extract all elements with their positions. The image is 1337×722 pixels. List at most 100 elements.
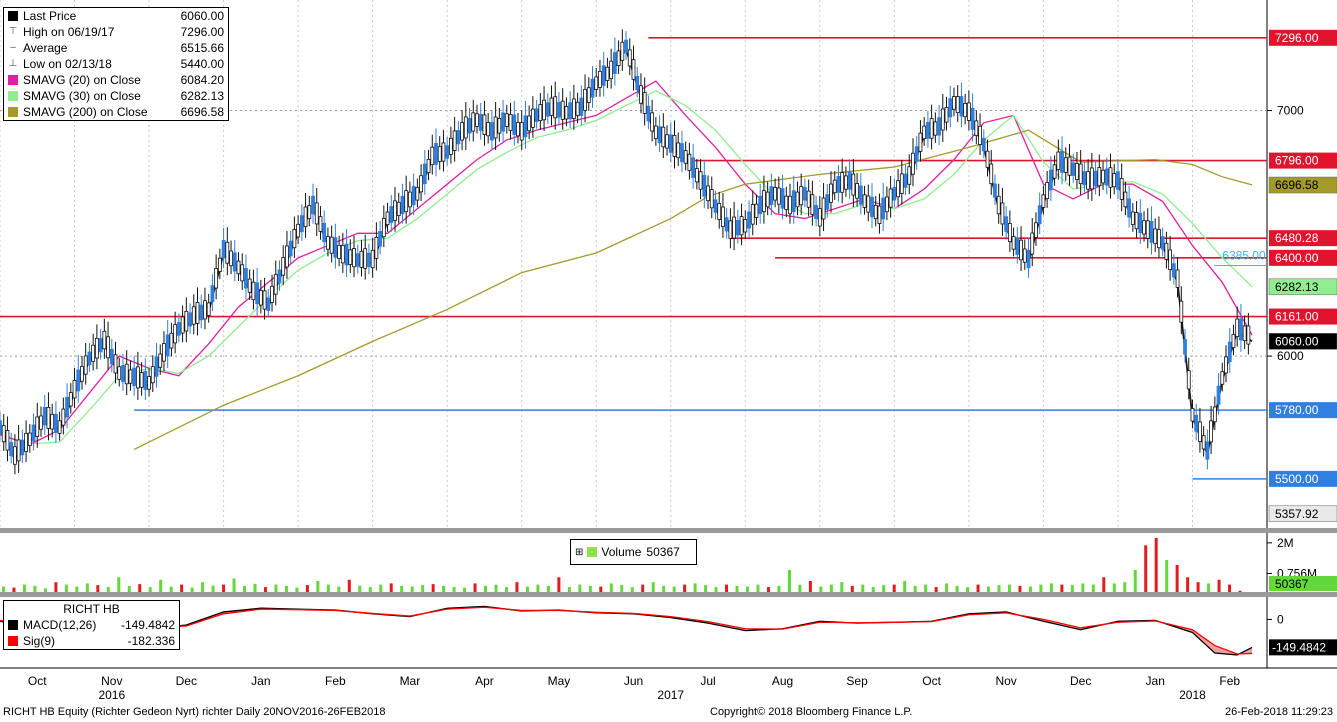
price-candle-body [251,281,256,301]
price-candle-body [512,114,517,135]
volume-bar [1081,583,1085,592]
price-level-tag [1269,470,1337,487]
price-candle-body [5,430,10,451]
price-candle-body [598,70,602,88]
price-candle-body [1179,300,1184,323]
volume-bar [2,586,5,592]
volume-bar [704,585,708,592]
volume-bar [201,582,205,592]
volume-bar [567,587,571,592]
price-legend-label: Low on 02/13/18 [23,57,112,71]
price-candle-body [527,115,532,132]
price-candle-body [210,285,215,303]
price-candle-body [426,158,431,174]
volume-bar [421,585,425,592]
price-level-label: 5780.00 [1275,403,1319,417]
price-candle-body [355,253,360,267]
x-year-label: 2018 [1179,688,1206,702]
price-candle-body [106,336,110,359]
x-month-label: Jun [624,674,643,688]
volume-bar [1060,584,1064,592]
price-candle-body [1026,249,1031,269]
volume-bar [966,587,970,592]
price-candle-body [765,191,770,208]
price-candle-body [1216,385,1221,405]
volume-legend[interactable]: ⊞ Volume 50367 [570,539,697,565]
volume-bar [525,586,529,592]
price-candle-body [1130,211,1135,226]
price-candle-body [1045,182,1050,200]
price-candle-body [180,316,185,334]
price-candle-body [486,122,491,137]
price-candle-body [493,116,498,139]
volume-bar [725,584,729,592]
price-candle-body [1015,237,1020,255]
footer-copyright: Copyright© 2018 Bloomberg Finance L.P. [710,706,913,718]
price-candle-body [1242,325,1247,342]
price-candle-body [847,171,852,190]
price-candle-body [1142,220,1146,235]
expand-icon[interactable]: ⊞ [575,546,584,558]
x-month-label: Apr [475,674,494,688]
price-legend-swatch-icon [8,75,18,85]
volume-bar [987,586,991,592]
price-candle-body [985,150,990,168]
price-tick-label: 6000 [1277,349,1304,363]
price-candle-body [601,65,606,86]
price-candle-body [348,249,353,265]
price-candle-body [501,112,505,132]
price-candle-body [568,102,573,120]
macd-series-line [0,606,1253,655]
price-candle-body [993,183,997,198]
price-candle-body [836,175,841,193]
price-candle-body [545,102,550,117]
volume-bar [672,586,676,592]
volume-bar [148,587,152,592]
price-candle-body [452,130,457,151]
price-candle-body [747,211,751,229]
side-value-label: 6282.13 [1275,280,1319,294]
price-candle-body [206,302,211,316]
volume-bar [808,580,812,592]
price-candle-body [1116,171,1120,190]
price-candle-body [885,196,889,213]
volume-bar [54,582,58,592]
price-candle-body [519,122,524,141]
volume-bar [1217,579,1221,592]
price-candle-body [385,211,390,226]
panel-separator [0,528,1337,533]
volume-bar [305,585,309,592]
volume-bar [651,582,655,592]
price-candle-body [463,116,468,139]
price-candle-body [61,408,66,426]
volume-bar [641,584,645,592]
price-candle-body [907,166,912,185]
price-candle-body [150,366,155,384]
price-candle-body [1067,156,1072,176]
price-candle-body [121,365,125,382]
side-value-tag [1268,505,1337,523]
volume-bar [96,585,100,592]
price-level-tag [1269,29,1337,46]
volume-bar [368,587,372,592]
price-candle-body [735,219,740,236]
macd-legend-swatch-icon [8,636,18,646]
price-candle-body [758,195,763,215]
price-candle-body [918,132,923,152]
price-candle-body [750,204,755,225]
volume-bar [766,587,770,592]
price-candle-body [258,289,263,306]
price-legend-label: Average [23,41,68,55]
volume-bar [22,584,26,592]
macd-legend-title: RICHT HB [63,602,120,616]
price-candle-body [1239,318,1243,341]
volume-bar [735,585,739,592]
price-candle-body [694,168,699,183]
volume-bar [64,584,68,592]
price-candle-body [1089,167,1094,190]
volume-bar [400,585,404,592]
price-candle-body [1048,169,1053,191]
price-candle-body [844,175,848,190]
price-candle-body [1138,212,1143,234]
volume-bar [955,585,959,592]
